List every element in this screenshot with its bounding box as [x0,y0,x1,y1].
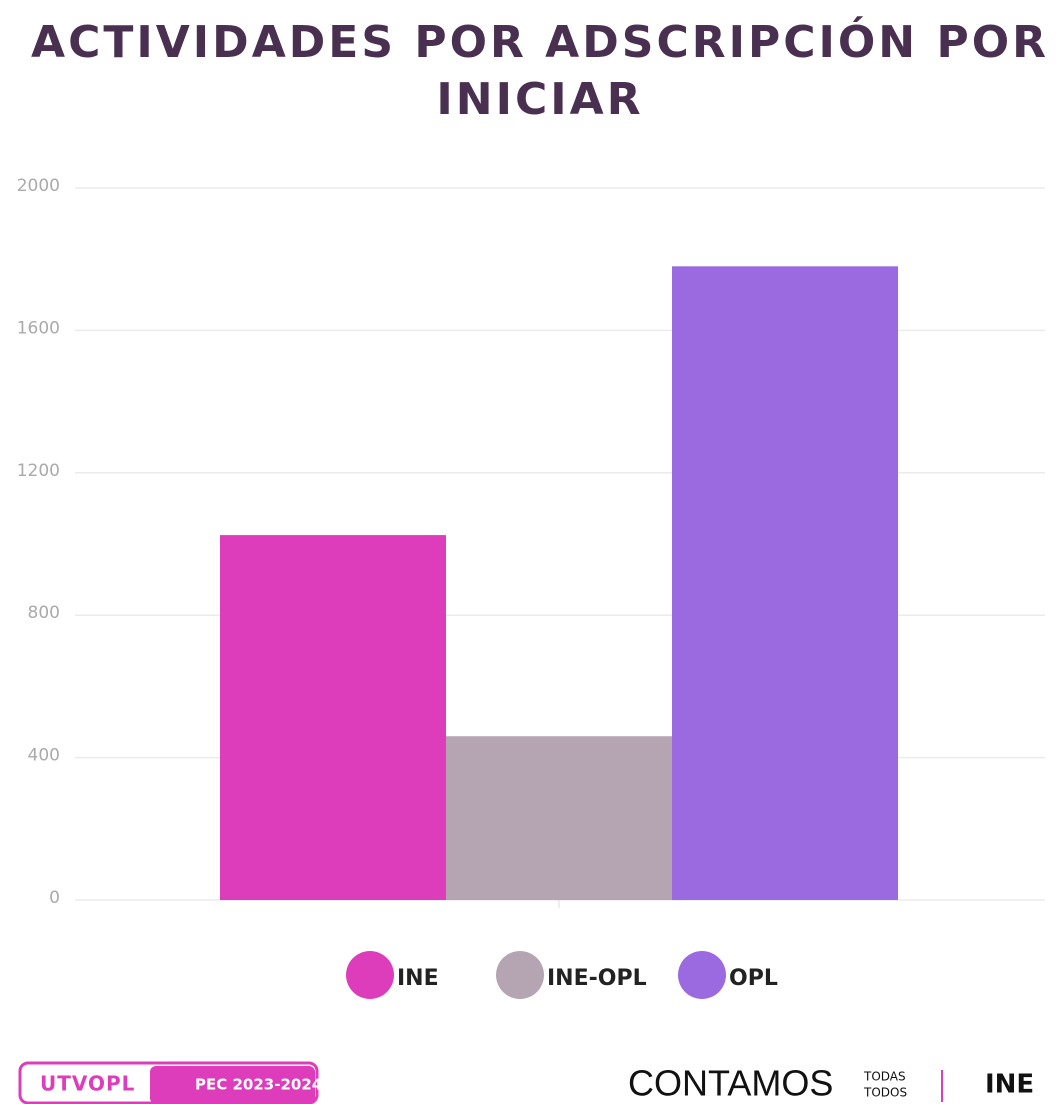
y-tick-label: 0 [49,888,60,908]
badge-sub: PEC 2023-2024 [195,1076,322,1094]
legend-marker [496,951,544,999]
bar [446,736,672,900]
slogan-bottom: TODOS [863,1086,907,1100]
y-tick-label: 1600 [17,318,60,338]
y-tick-label: 1200 [17,461,60,481]
y-tick-label: 2000 [17,176,60,196]
legend-label: OPL [729,966,778,991]
legend-marker [678,951,726,999]
chart-title: ACTIVIDADES POR ADSCRIPCIÓN POR [31,15,1049,68]
badge-text: UTVOPL [40,1072,135,1096]
slogan: CONTAMOS [628,1063,833,1104]
logo: INE [985,1070,1034,1100]
legend-label: INE-OPL [547,966,647,991]
bar [220,535,446,900]
legend-label: INE [397,966,439,991]
legend-marker [346,951,394,999]
bar [672,266,898,900]
y-tick-label: 400 [28,746,60,766]
slogan-top: TODAS [863,1070,906,1084]
chart-title: INICIAR [436,74,643,125]
badge-fill [150,1066,315,1104]
y-tick-label: 800 [28,603,60,623]
